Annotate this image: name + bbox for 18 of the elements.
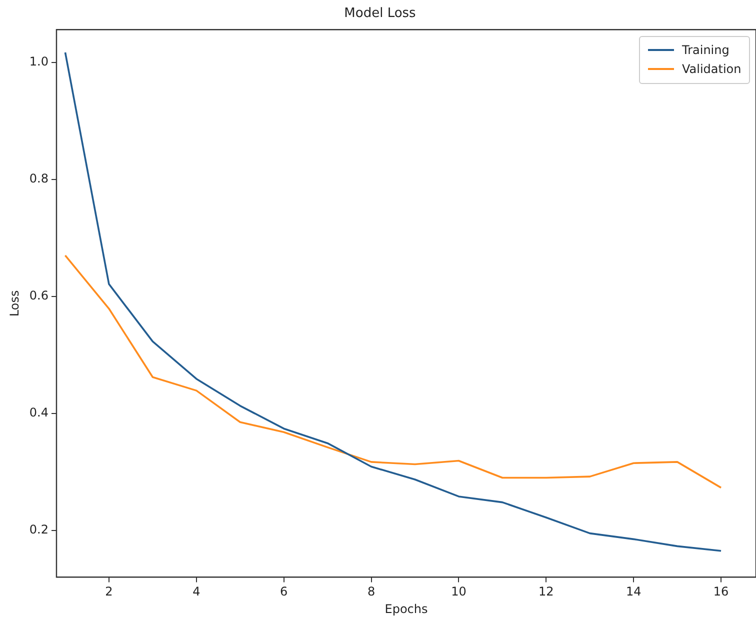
chart-title: Model Loss xyxy=(344,6,416,22)
x-tick-label: 10 xyxy=(451,584,466,599)
y-tick-label: 0.6 xyxy=(29,288,48,303)
x-tick-label: 14 xyxy=(626,584,642,599)
x-tick-label: 8 xyxy=(367,584,376,599)
y-axis-title: Loss xyxy=(7,290,22,317)
y-tick-label: 0.8 xyxy=(29,171,48,186)
legend-label: Training xyxy=(682,42,730,59)
y-tick-label: 0.2 xyxy=(29,522,48,537)
y-tick-label: 1.0 xyxy=(29,54,48,68)
legend-label: Validation xyxy=(682,60,742,78)
y-tick-label: 0.4 xyxy=(29,406,48,420)
x-tick-label: 6 xyxy=(280,584,288,599)
x-tick-label: 2 xyxy=(105,584,113,599)
x-tick-label: 4 xyxy=(192,584,200,599)
x-tick-label: 16 xyxy=(713,584,729,599)
x-axis-title: Epochs xyxy=(384,602,428,616)
x-tick-label: 12 xyxy=(538,584,554,599)
